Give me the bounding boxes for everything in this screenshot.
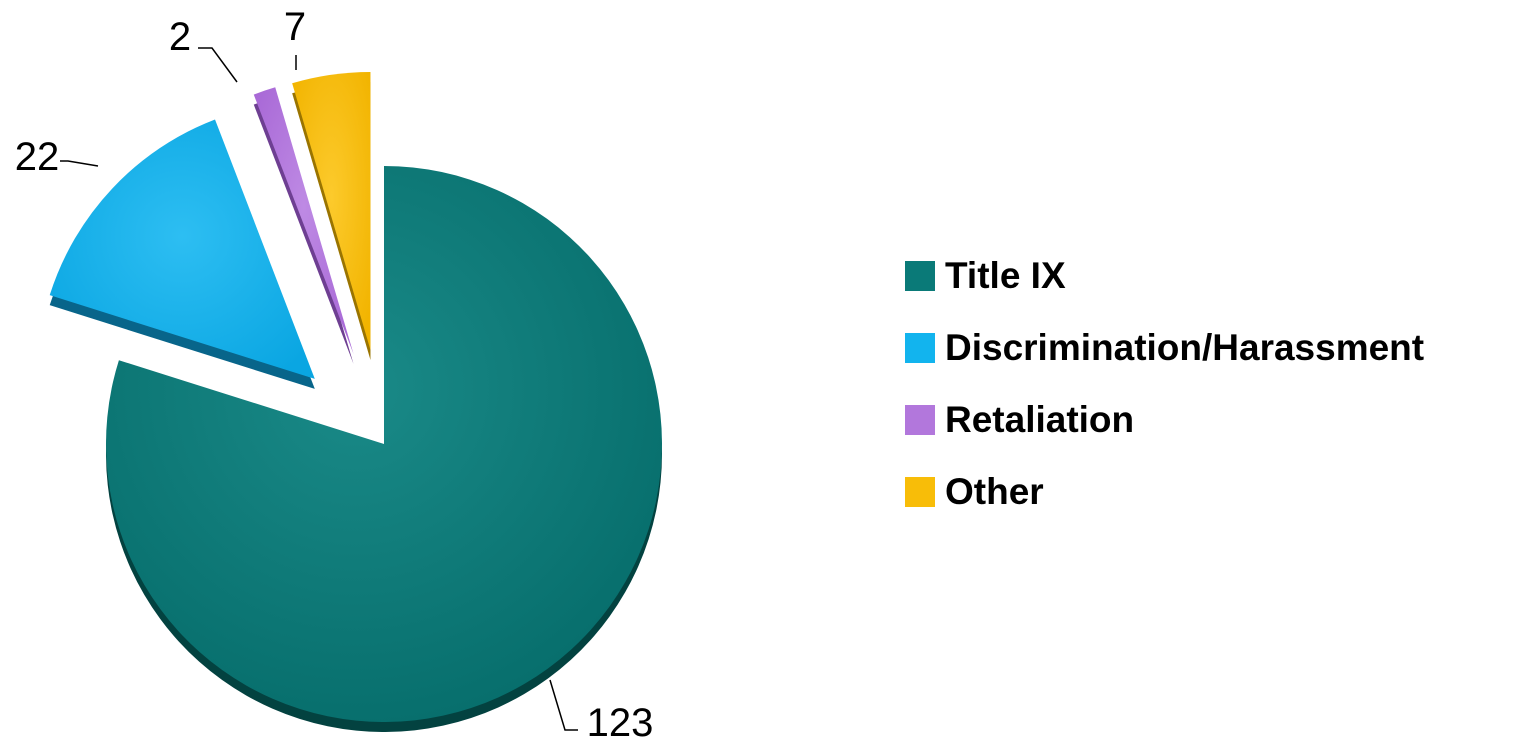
leader-line-discrimination-harassment — [60, 160, 99, 167]
legend-item-other: Other — [905, 456, 1424, 528]
leader-line-retaliation — [198, 47, 238, 83]
legend-item-discrimination-harassment: Discrimination/Harassment — [905, 312, 1424, 384]
data-label-retaliation: 2 — [169, 15, 191, 59]
legend-label: Other — [945, 471, 1044, 512]
pie-slice-title-ix — [105, 166, 662, 722]
legend-item-retaliation: Retaliation — [905, 384, 1424, 456]
legend-label: Discrimination/Harassment — [945, 327, 1425, 368]
legend-item-title-ix: Title IX — [905, 240, 1424, 312]
legend: Title IX Discrimination/Harassment Retal… — [905, 240, 1424, 528]
pie-slice-discrimination-harassment — [49, 119, 315, 379]
legend-label: Retaliation — [945, 399, 1135, 440]
pie-slice-retaliation — [253, 87, 354, 355]
legend-swatch — [905, 333, 935, 363]
legend-swatch — [905, 261, 935, 291]
pie-slice-other — [292, 71, 371, 350]
pie-slice-depth-retaliation — [253, 97, 354, 365]
data-label-discrimination-harassment: 22 — [15, 135, 60, 179]
legend-swatch — [905, 405, 935, 435]
legend-swatch — [905, 477, 935, 507]
data-label-title-ix: 123 — [587, 701, 654, 744]
legend-label: Title IX — [945, 255, 1066, 296]
data-label-other: 7 — [284, 5, 306, 49]
leader-line-title-ix — [549, 679, 578, 731]
